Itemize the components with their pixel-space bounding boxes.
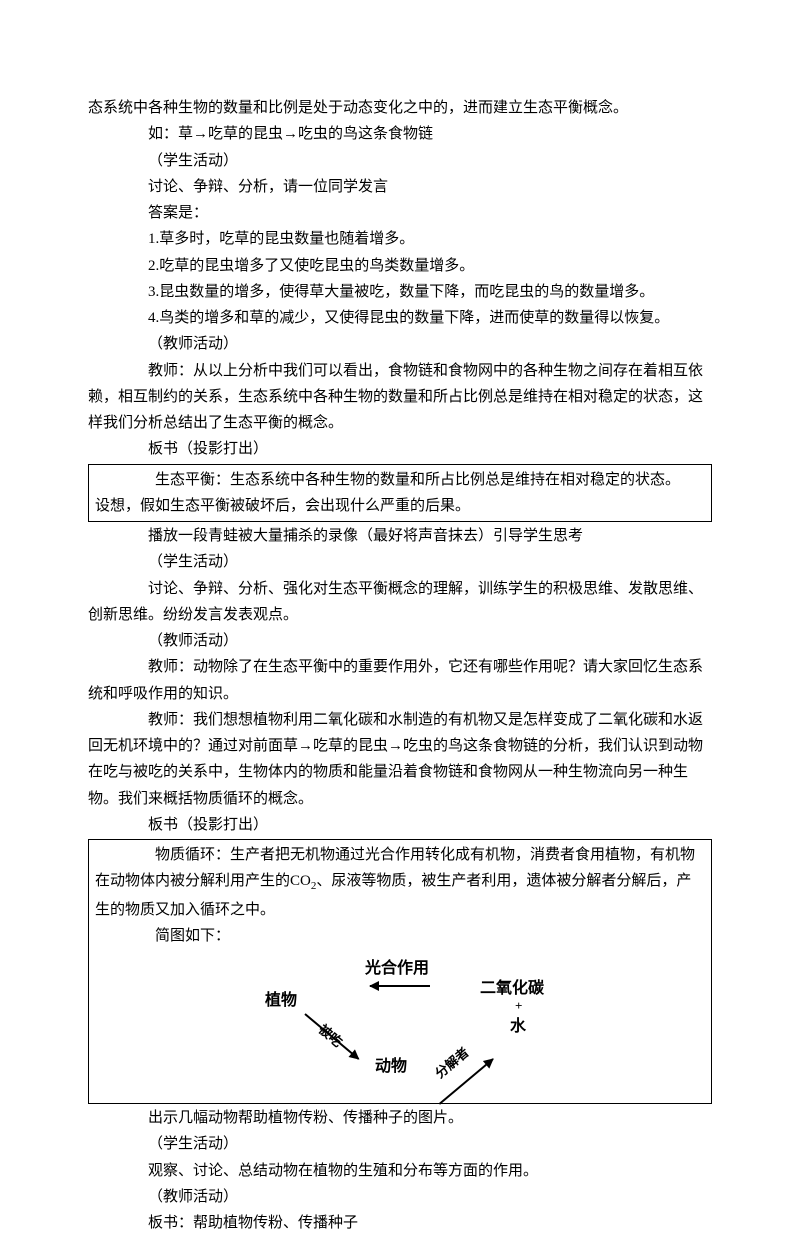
material-cycle-diagram: 光合作用 植物 二氧化碳 + 水 动物 被吃 分解者 xyxy=(195,955,615,1095)
callout-box: 生态平衡：生态系统中各种生物的数量和所占比例总是维持在相对稳定的状态。 设想，假… xyxy=(88,464,712,523)
box-text: 简图如下： xyxy=(95,923,705,949)
activity-label: （学生活动） xyxy=(88,1131,712,1157)
box-text: 设想，假如生态平衡被破坏后，会出现什么严重的后果。 xyxy=(95,493,705,519)
arrow-icon xyxy=(370,985,430,987)
paragraph: 出示几幅动物帮助植物传粉、传播种子的图片。 xyxy=(88,1105,712,1131)
list-item: 4.鸟类的增多和草的减少，又使得昆虫的数量下降，进而使草的数量得以恢复。 xyxy=(88,305,712,331)
diagram-label-top: 光合作用 xyxy=(365,955,429,983)
paragraph: 答案是： xyxy=(88,200,712,226)
paragraph: 讨论、争辩、分析，请一位同学发言 xyxy=(88,174,712,200)
paragraph: 教师：我们想想植物利用二氧化碳和水制造的有机物又是怎样变成了二氧化碳和水返回无机… xyxy=(88,707,712,812)
activity-label: （教师活动） xyxy=(88,628,712,654)
box-text: 生态平衡：生态系统中各种生物的数量和所占比例总是维持在相对稳定的状态。 xyxy=(95,467,705,493)
paragraph: 讨论、争辩、分析、强化对生态平衡概念的理解，训练学生的积极思维、发散思维、创新思… xyxy=(88,576,712,629)
activity-label: （教师活动） xyxy=(88,1184,712,1210)
activity-label: （学生活动） xyxy=(88,549,712,575)
list-item: 3.昆虫数量的增多，使得草大量被吃，数量下降，而吃昆虫的鸟的数量增多。 xyxy=(88,279,712,305)
diagram-node-animal: 动物 xyxy=(375,1053,407,1081)
box-text: 物质循环：生产者把无机物通过光合作用转化成有机物，消费者食用植物，有机物在动物体… xyxy=(95,842,705,923)
diagram-node-co2: 二氧化碳 xyxy=(480,975,544,1003)
diagram-node-plant: 植物 xyxy=(265,987,297,1015)
callout-box: 物质循环：生产者把无机物通过光合作用转化成有机物，消费者食用植物，有机物在动物体… xyxy=(88,839,712,1104)
paragraph: 板书：帮助植物传粉、传播种子 xyxy=(88,1210,712,1236)
list-item: 1.草多时，吃草的昆虫数量也随着增多。 xyxy=(88,226,712,252)
paragraph: 板书（投影打出） xyxy=(88,436,712,462)
paragraph: 播放一段青蛙被大量捕杀的录像（最好将声音抹去）引导学生思考 xyxy=(88,523,712,549)
paragraph: 教师：动物除了在生态平衡中的重要作用外，它还有哪些作用呢？请大家回忆生态系统和呼… xyxy=(88,654,712,707)
paragraph: 态系统中各种生物的数量和比例是处于动态变化之中的，进而建立生态平衡概念。 xyxy=(88,95,712,121)
paragraph: 如：草→吃草的昆虫→吃虫的鸟这条食物链 xyxy=(88,121,712,147)
paragraph: 板书（投影打出） xyxy=(88,812,712,838)
paragraph: 教师：从以上分析中我们可以看出，食物链和食物网中的各种生物之间存在着相互依赖，相… xyxy=(88,358,712,437)
list-item: 2.吃草的昆虫增多了又使吃昆虫的鸟类数量增多。 xyxy=(88,253,712,279)
activity-label: （教师活动） xyxy=(88,331,712,357)
activity-label: （学生活动） xyxy=(88,148,712,174)
paragraph: 观察、讨论、总结动物在植物的生殖和分布等方面的作用。 xyxy=(88,1158,712,1184)
diagram-node-water: 水 xyxy=(510,1013,526,1041)
